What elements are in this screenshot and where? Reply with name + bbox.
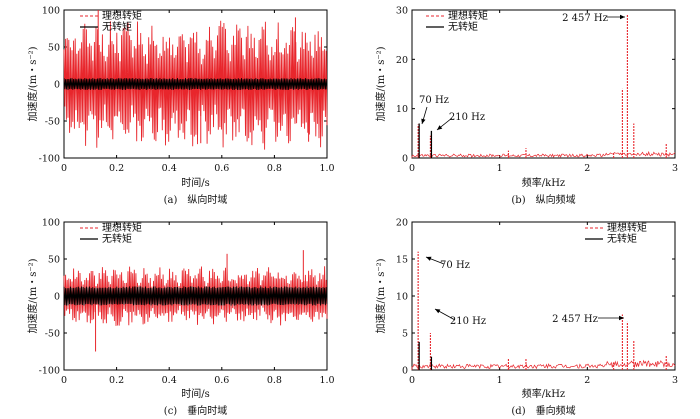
y-tick-label: 20 <box>396 218 408 229</box>
y-tick-label: -50 <box>45 117 60 128</box>
panel-caption: (b) 纵向频域 <box>511 193 575 206</box>
y-tick-label: 50 <box>48 255 60 266</box>
annotation-arrowhead <box>619 315 624 321</box>
y-tick-label: 15 <box>396 255 408 266</box>
annotation-label: 70 Hz <box>440 260 470 271</box>
y-tick-label: 20 <box>396 55 408 66</box>
y-tick-label: -50 <box>45 329 60 340</box>
y-tick-label: 30 <box>396 6 408 17</box>
y-tick-label: 50 <box>48 43 60 54</box>
x-tick-label: 0 <box>61 375 67 386</box>
annotation-arrowhead <box>437 125 443 130</box>
x-axis-label: 时间/s <box>181 387 210 400</box>
legend-label-no-torque: 无转矩 <box>102 20 132 33</box>
y-tick-label: -100 <box>39 366 60 377</box>
y-axis-label: 加速度/(m・s⁻²) <box>374 46 387 121</box>
legend-label-no-torque: 无转矩 <box>607 232 637 245</box>
series-line-no-torque <box>63 78 328 90</box>
spectrum-noise-floor <box>411 359 676 370</box>
legend-label-no-torque: 无转矩 <box>102 232 132 245</box>
y-axis-label: 加速度/(m・s⁻²) <box>26 258 39 333</box>
panel-longitudinal-frequency: 30 20 10 00 1 2 3 频率/kHz 加速度/(m・s⁻²) (b) 纵向频域 2 45… <box>374 6 678 207</box>
annotation-label: 2 457 Hz <box>552 314 598 325</box>
x-axis-label: 时间/s <box>181 176 210 189</box>
annotation-arrowhead <box>426 256 432 261</box>
annotation-label: 210 Hz <box>450 316 486 327</box>
x-axis-label: 频率/kHz <box>522 387 565 400</box>
x-tick-label: 1 <box>497 163 503 174</box>
annotation-arrowhead <box>620 14 625 20</box>
x-tick-label: 1.0 <box>319 375 334 386</box>
legend-label-ideal-torque: 理想转矩 <box>102 9 142 22</box>
x-tick-label: 0.6 <box>214 375 229 386</box>
y-tick-label: 10 <box>396 292 408 303</box>
annotation-arrowhead <box>435 309 441 314</box>
y-tick-label: 0 <box>402 366 408 377</box>
x-tick-label: 0.4 <box>162 375 177 386</box>
y-tick-label: -100 <box>39 154 60 165</box>
x-axis-label: 频率/kHz <box>522 176 565 189</box>
y-tick-label: 0 <box>54 80 60 91</box>
x-tick-label: 0.2 <box>109 163 124 174</box>
panel-caption: (d) 垂向频域 <box>511 404 575 417</box>
x-tick-label: 3 <box>672 375 678 386</box>
legend-label-ideal-torque: 理想转矩 <box>102 221 142 234</box>
x-tick-label: 2 <box>584 375 590 386</box>
x-tick-label: 0 <box>61 163 67 174</box>
series-line-no-torque <box>63 286 328 306</box>
y-tick-label: 10 <box>396 104 408 115</box>
x-tick-label: 0.4 <box>162 163 177 174</box>
x-tick-label: 0.8 <box>267 163 282 174</box>
panel-caption: (a) 纵向时域 <box>164 193 228 206</box>
y-tick-label: 0 <box>54 292 60 303</box>
x-tick-label: 0 <box>409 163 415 174</box>
y-axis-label: 加速度/(m・s⁻²) <box>26 46 39 121</box>
x-tick-label: 0.6 <box>214 163 229 174</box>
x-tick-label: 1 <box>497 375 503 386</box>
panel-vertical-frequency: 20 15 10 5 00 1 2 3 频率/kHz 加速度/(m・s⁻²) (d) 垂向频域 70 … <box>374 218 678 418</box>
x-tick-label: 0.2 <box>109 375 124 386</box>
plot-frame <box>411 9 676 159</box>
y-tick-label: 100 <box>42 6 60 17</box>
y-tick-label: 0 <box>402 154 408 165</box>
y-tick-label: 5 <box>402 329 408 340</box>
annotation-label: 210 Hz <box>449 112 485 123</box>
y-axis-label: 加速度/(m・s⁻²) <box>374 258 387 333</box>
x-tick-label: 1.0 <box>319 163 334 174</box>
x-tick-label: 3 <box>672 163 678 174</box>
y-tick-label: 100 <box>42 218 60 229</box>
annotation-label: 70 Hz <box>419 95 449 106</box>
annotation-arrowhead <box>421 118 426 124</box>
annotation-label: 2 457 Hz <box>562 13 608 24</box>
panel-caption: (c) 垂向时域 <box>164 404 227 417</box>
legend-label-ideal-torque: 理想转矩 <box>448 9 488 22</box>
spectrum-noise-floor <box>411 150 676 158</box>
legend-label-ideal-torque: 理想转矩 <box>607 221 647 234</box>
x-tick-label: 0.8 <box>267 375 282 386</box>
x-tick-label: 0 <box>409 375 415 386</box>
legend-label-no-torque: 无转矩 <box>448 20 478 33</box>
x-tick-label: 2 <box>584 163 590 174</box>
